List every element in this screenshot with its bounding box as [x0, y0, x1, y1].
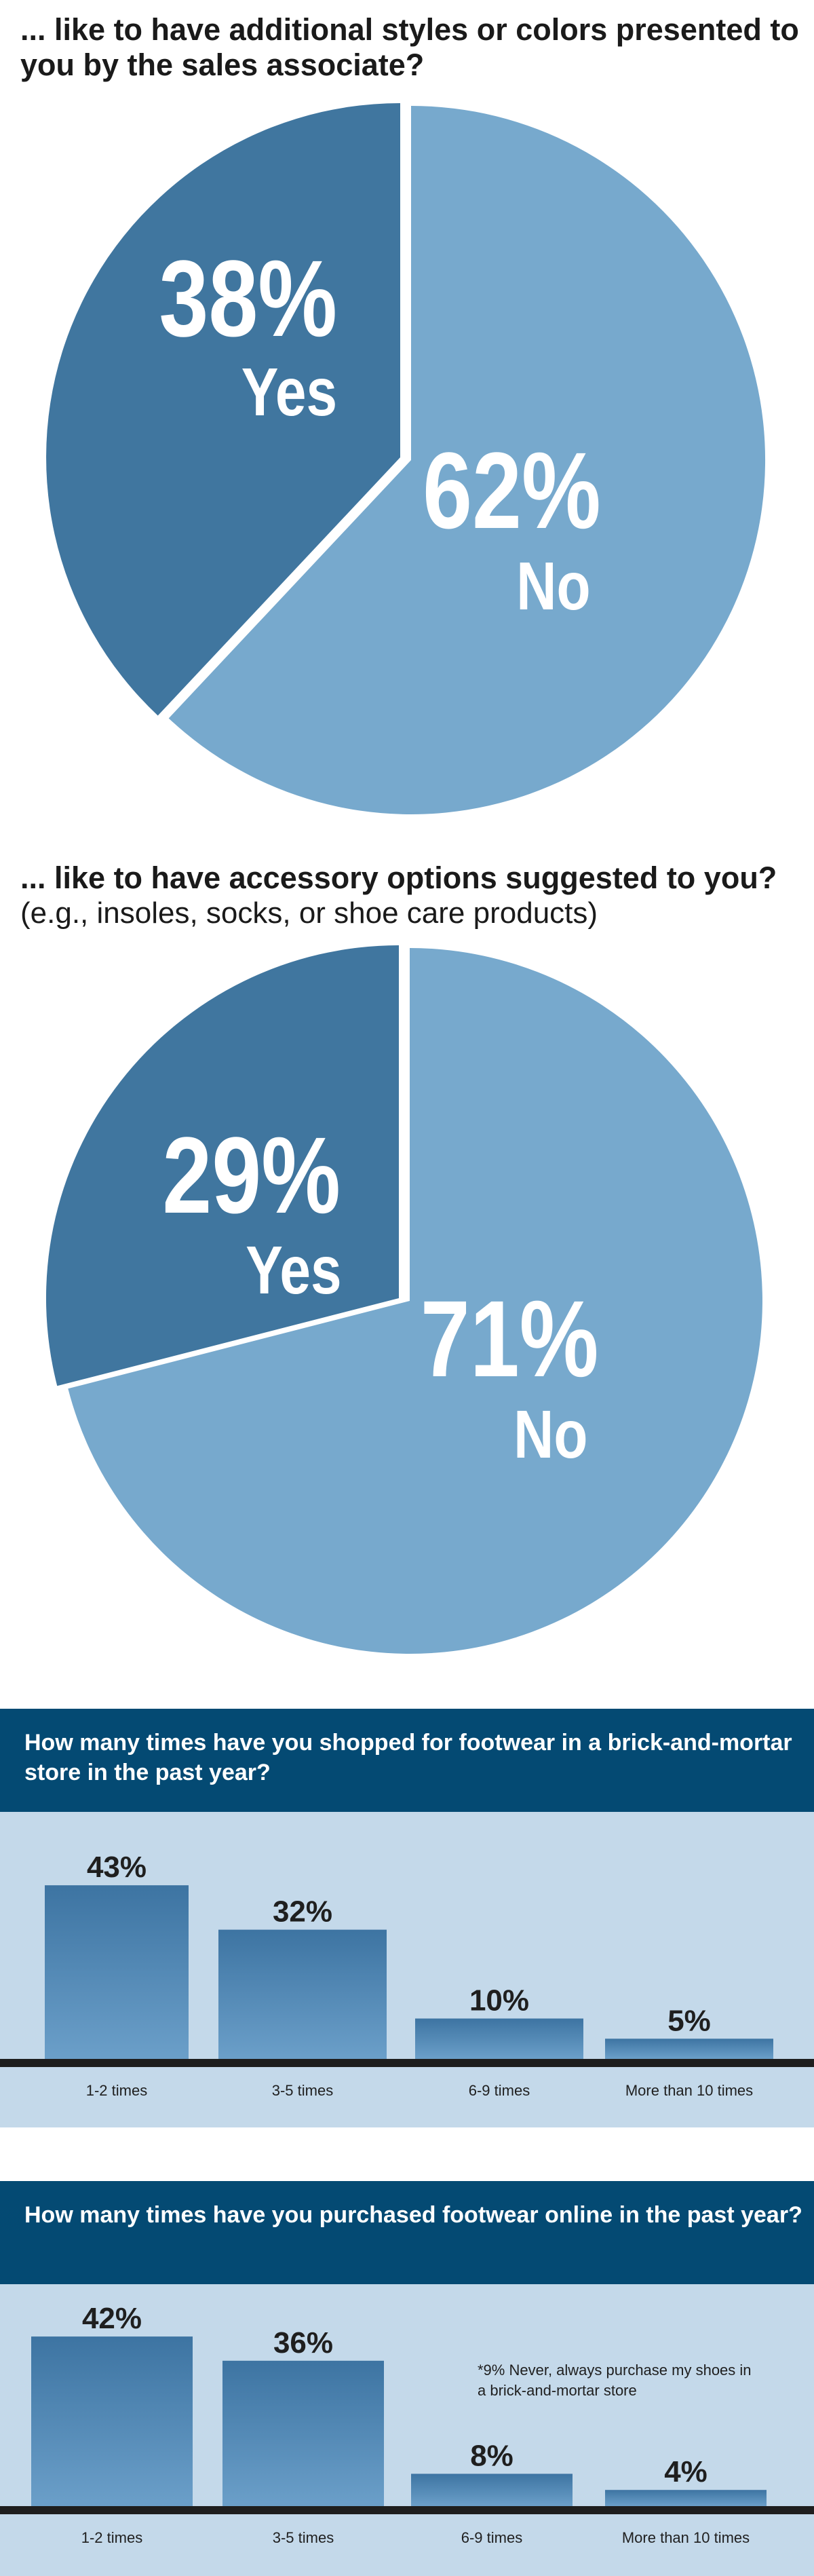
bar-chart-online-purchase: 42% 1-2 times 36% 3-5 times 8% 6-9 times 4% Mor… [0, 2302, 814, 2546]
pie1-label-no-pct: 62% [423, 431, 601, 552]
online-purchase-chart-area: 42% 1-2 times 36% 3-5 times 8% 6-9 times 4% Mor… [0, 2284, 814, 2576]
online-purchase-panel: How many times have you purchased footwe… [0, 2181, 814, 2576]
axis-baseline [0, 2059, 814, 2067]
bar-4 [605, 2039, 773, 2059]
pie2-question-title: ... like to have accessory options sugge… [20, 860, 777, 895]
pie2-question-subtitle: (e.g., insoles, socks, or shoe care prod… [20, 896, 598, 930]
category-label-2: 3-5 times [273, 2529, 334, 2546]
bar-3 [411, 2474, 573, 2506]
category-label-3: 6-9 times [469, 2082, 530, 2099]
category-label-2: 3-5 times [272, 2082, 333, 2099]
bar-value-label-4: 4% [664, 2455, 708, 2488]
never-note: *9% Never, always purchase my shoes in a… [478, 2362, 752, 2399]
pie1-slice-yes [46, 103, 400, 716]
pie1-slice-no [168, 106, 766, 815]
bar-1 [31, 2336, 193, 2506]
pie2-label-no: No [513, 1397, 587, 1473]
category-label-4: More than 10 times [622, 2529, 750, 2546]
category-label-4: More than 10 times [625, 2082, 753, 2099]
pie2-label-yes-pct: 29% [162, 1116, 341, 1236]
bar-value-label-3: 8% [470, 2439, 513, 2472]
pie2-label-yes: Yes [246, 1232, 341, 1308]
pie1-label-yes-pct: 38% [159, 239, 337, 360]
pie2-slice-yes [45, 945, 399, 1386]
pie2-label-no-pct: 71% [421, 1279, 599, 1400]
category-label-1: 1-2 times [81, 2529, 142, 2546]
bar-chart-store-shopping: 43% 1-2 times 32% 3-5 times 10% 6-9 times 5% Mo… [0, 1851, 814, 2099]
bar-value-label-4: 5% [667, 2004, 711, 2037]
bar-value-label-1: 42% [82, 2302, 142, 2335]
category-label-1: 1-2 times [86, 2082, 147, 2099]
bar-3 [415, 2018, 583, 2059]
store-shopping-question-title: How many times have you shopped for foot… [0, 1709, 814, 1812]
bar-2 [218, 1929, 387, 2059]
pie1-question-title: ... like to have additional styles or co… [20, 12, 799, 82]
bar-1 [45, 1885, 189, 2059]
bar-value-label-2: 36% [273, 2326, 333, 2360]
pie-chart-styles-colors: 38% Yes 62% No [46, 103, 766, 815]
store-shopping-panel: How many times have you shopped for foot… [0, 1709, 814, 2127]
pie-chart-accessory-options: 29% Yes 71% No [45, 945, 762, 1654]
bar-value-label-3: 10% [469, 1984, 529, 2018]
category-label-3: 6-9 times [461, 2529, 522, 2546]
bar-4 [605, 2490, 767, 2506]
pie2-slice-no [68, 948, 762, 1654]
online-purchase-question-title: How many times have you purchased footwe… [0, 2181, 814, 2284]
pie1-label-no: No [516, 548, 590, 624]
bar-value-label-2: 32% [273, 1895, 332, 1929]
bar-2 [222, 2360, 384, 2506]
axis-baseline [0, 2506, 814, 2514]
store-shopping-chart-area: 43% 1-2 times 32% 3-5 times 10% 6-9 times 5% Mo… [0, 1812, 814, 2127]
bar-value-label-1: 43% [87, 1851, 147, 1884]
pie1-label-yes: Yes [241, 354, 337, 430]
